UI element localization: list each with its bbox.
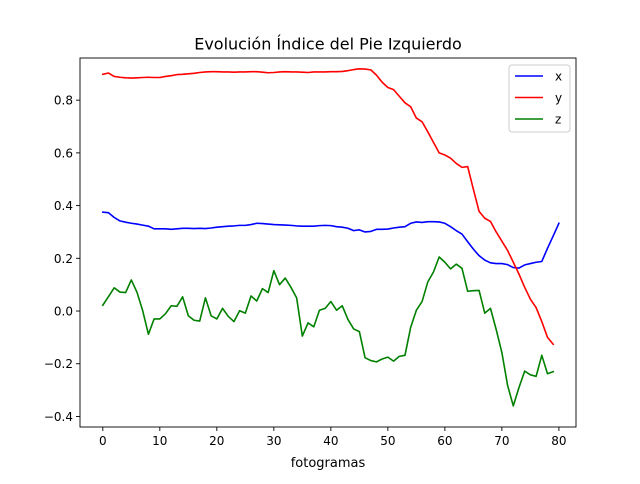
series-line-z	[101, 256, 555, 407]
legend-label-y: y	[555, 91, 562, 105]
x-axis-label: fotogramas	[291, 456, 366, 471]
x-tick-label: 10	[152, 434, 167, 448]
series-line-y	[101, 68, 555, 346]
x-tick-label: 80	[551, 434, 566, 448]
y-tick-label: 0.6	[54, 146, 73, 160]
plot-area: 0 10 20 30 40 50 60 70 80 −0.4 −0.2 0.0 0.2 0.4 0.6 0.8…	[44, 57, 577, 448]
legend-box	[508, 64, 571, 133]
x-tick-label: 0	[99, 434, 107, 448]
y-tick-label: 0.4	[54, 199, 73, 213]
axes-frame	[79, 57, 577, 428]
chart-title: Evolución Índice del Pie Izquierdo	[194, 35, 462, 54]
x-tick-label: 30	[266, 434, 281, 448]
x-tick-label: 50	[380, 434, 395, 448]
legend: xyz	[508, 64, 571, 133]
series-line-x	[101, 211, 560, 269]
x-tick-label: 60	[437, 434, 452, 448]
y-tick-label: 0.0	[54, 305, 73, 319]
y-tick-label: 0.8	[54, 94, 73, 108]
x-tick-label: 40	[323, 434, 338, 448]
y-tick-label: −0.4	[44, 410, 73, 424]
legend-label-x: x	[555, 70, 562, 84]
y-tick-label: −0.2	[44, 357, 73, 371]
x-tick-label: 20	[209, 434, 224, 448]
legend-label-z: z	[555, 113, 561, 127]
y-tick-label: 0.2	[54, 252, 73, 266]
x-tick-label: 70	[494, 434, 509, 448]
